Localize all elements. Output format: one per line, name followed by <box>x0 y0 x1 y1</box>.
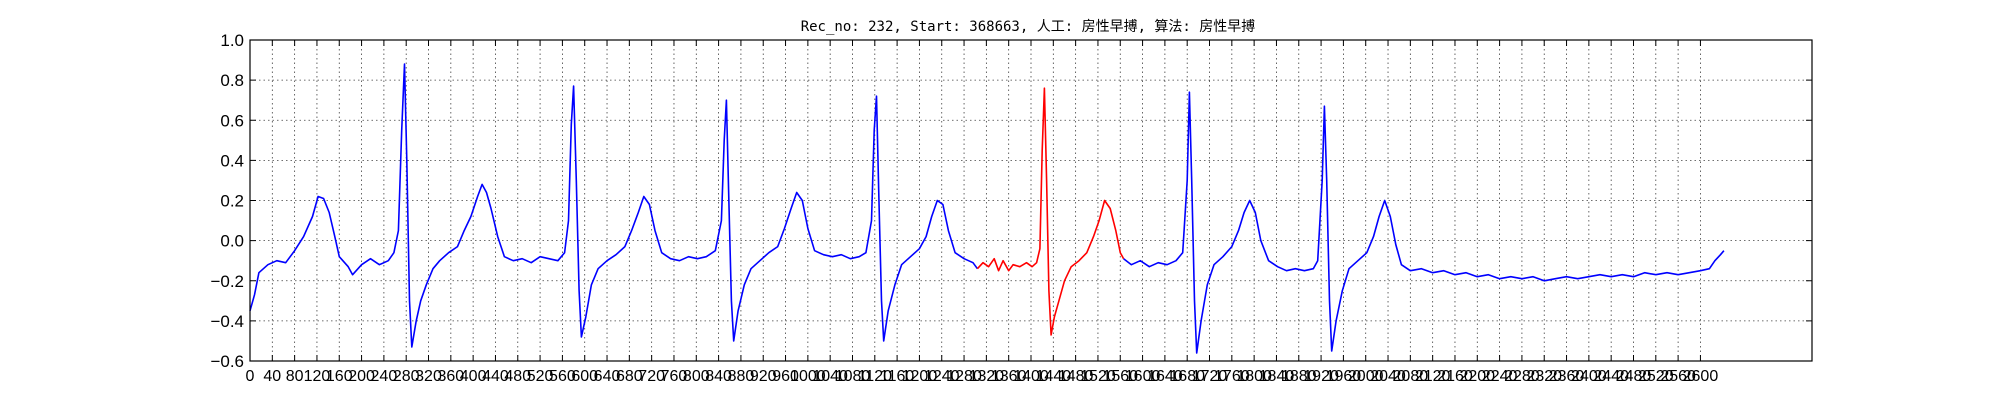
x-tick-label: 1160 <box>880 368 915 385</box>
x-tick-label: 880 <box>728 368 755 385</box>
x-tick-label: 560 <box>549 368 576 385</box>
x-tick-label: 0 <box>246 368 255 385</box>
y-tick-label: −0.6 <box>210 352 244 371</box>
x-tick-label: 640 <box>594 368 621 385</box>
x-tick-label: 2400 <box>1571 368 1607 385</box>
x-tick-label: 2560 <box>1660 368 1696 385</box>
x-tick-label: 1000 <box>790 368 826 385</box>
ecg-segment-3 <box>1123 91 1725 354</box>
x-tick-label: 1280 <box>946 368 982 385</box>
x-tick-label: 800 <box>683 368 710 385</box>
x-tick-label: 1720 <box>1192 368 1228 385</box>
x-tick-label: 2440 <box>1593 368 1629 385</box>
x-axis: 0 40 80 12016020024028032036040044048052056… <box>246 40 1719 385</box>
x-tick-label: 2120 <box>1415 368 1451 385</box>
x-tick-label: 1040 <box>812 368 848 385</box>
x-tick-label: 80 <box>286 368 304 385</box>
x-tick-label: 2160 <box>1437 368 1473 385</box>
x-tick-label: 120 <box>304 368 331 385</box>
x-tick-label: 1120 <box>858 368 893 385</box>
x-tick-label: 2000 <box>1348 368 1384 385</box>
x-tick-label: 1920 <box>1303 368 1339 385</box>
x-tick-label: 760 <box>661 368 688 385</box>
x-tick-label: 2280 <box>1504 368 1540 385</box>
x-tick-label: 2200 <box>1459 368 1495 385</box>
x-tick-label: 1360 <box>991 368 1027 385</box>
x-tick-label: 2040 <box>1370 368 1406 385</box>
x-tick-label: 400 <box>460 368 487 385</box>
x-tick-label: 2080 <box>1393 368 1429 385</box>
y-tick-label: 0.8 <box>220 71 244 90</box>
grid-layer <box>250 40 1812 361</box>
y-tick-label: 0.4 <box>220 151 244 170</box>
y-tick-label: −0.4 <box>210 312 244 331</box>
x-tick-label: 680 <box>616 368 643 385</box>
x-tick-label: 1320 <box>969 368 1005 385</box>
y-tick-label: 0.2 <box>220 192 244 211</box>
x-tick-label: 1960 <box>1326 368 1362 385</box>
x-tick-label: 2520 <box>1638 368 1674 385</box>
x-tick-label: 1440 <box>1036 368 1072 385</box>
y-tick-label: 0.0 <box>220 232 244 251</box>
x-tick-label: 1680 <box>1169 368 1205 385</box>
y-tick-label: 0.6 <box>220 111 244 130</box>
x-tick-label: 1640 <box>1147 368 1183 385</box>
ecg-segment-1 <box>249 63 979 348</box>
x-tick-label: 920 <box>750 368 777 385</box>
x-tick-label: 600 <box>571 368 598 385</box>
x-tick-label: 840 <box>705 368 732 385</box>
x-tick-label: 200 <box>348 368 375 385</box>
chart-title: Rec_no: 232, Start: 368663, 人工: 房性早搏, 算法… <box>801 18 1256 35</box>
x-tick-label: 720 <box>638 368 665 385</box>
x-tick-label: 240 <box>371 368 398 385</box>
x-tick-label: 2360 <box>1549 368 1585 385</box>
x-tick-label: 2480 <box>1616 368 1652 385</box>
x-tick-label: 360 <box>437 368 464 385</box>
x-tick-label: 520 <box>527 368 554 385</box>
y-axis: −0.6 −0.4 −0.2 0.0 0.2 0.4 0.6 0.8 1.0 <box>210 31 1812 371</box>
x-tick-label: 1240 <box>924 368 960 385</box>
x-tick-label: 1480 <box>1058 368 1094 385</box>
x-tick-label: 1840 <box>1259 368 1295 385</box>
x-tick-label: 1880 <box>1281 368 1317 385</box>
x-tick-label: 1520 <box>1080 368 1116 385</box>
x-tick-label: 1080 <box>835 368 871 385</box>
x-tick-label: 1560 <box>1102 368 1138 385</box>
x-tick-label: 440 <box>482 368 509 385</box>
x-tick-label: 1200 <box>902 368 938 385</box>
ecg-segment-2 <box>976 87 1125 336</box>
x-tick-label: 40 <box>263 368 281 385</box>
x-tick-label: 480 <box>504 368 531 385</box>
x-tick-label: 2240 <box>1482 368 1518 385</box>
x-tick-label: 1760 <box>1214 368 1250 385</box>
x-tick-label: 2600 <box>1683 368 1719 385</box>
x-tick-label: 1400 <box>1013 368 1049 385</box>
x-tick-label: 960 <box>772 368 799 385</box>
x-tick-label: 2320 <box>1526 368 1562 385</box>
series-layer <box>249 63 1725 354</box>
x-tick-label: 1800 <box>1236 368 1272 385</box>
x-tick-label: 280 <box>393 368 420 385</box>
y-tick-label: −0.2 <box>210 272 244 291</box>
x-tick-label: 320 <box>415 368 442 385</box>
x-tick-label: 1600 <box>1125 368 1161 385</box>
x-tick-label: 160 <box>326 368 353 385</box>
y-tick-label: 1.0 <box>220 31 244 50</box>
